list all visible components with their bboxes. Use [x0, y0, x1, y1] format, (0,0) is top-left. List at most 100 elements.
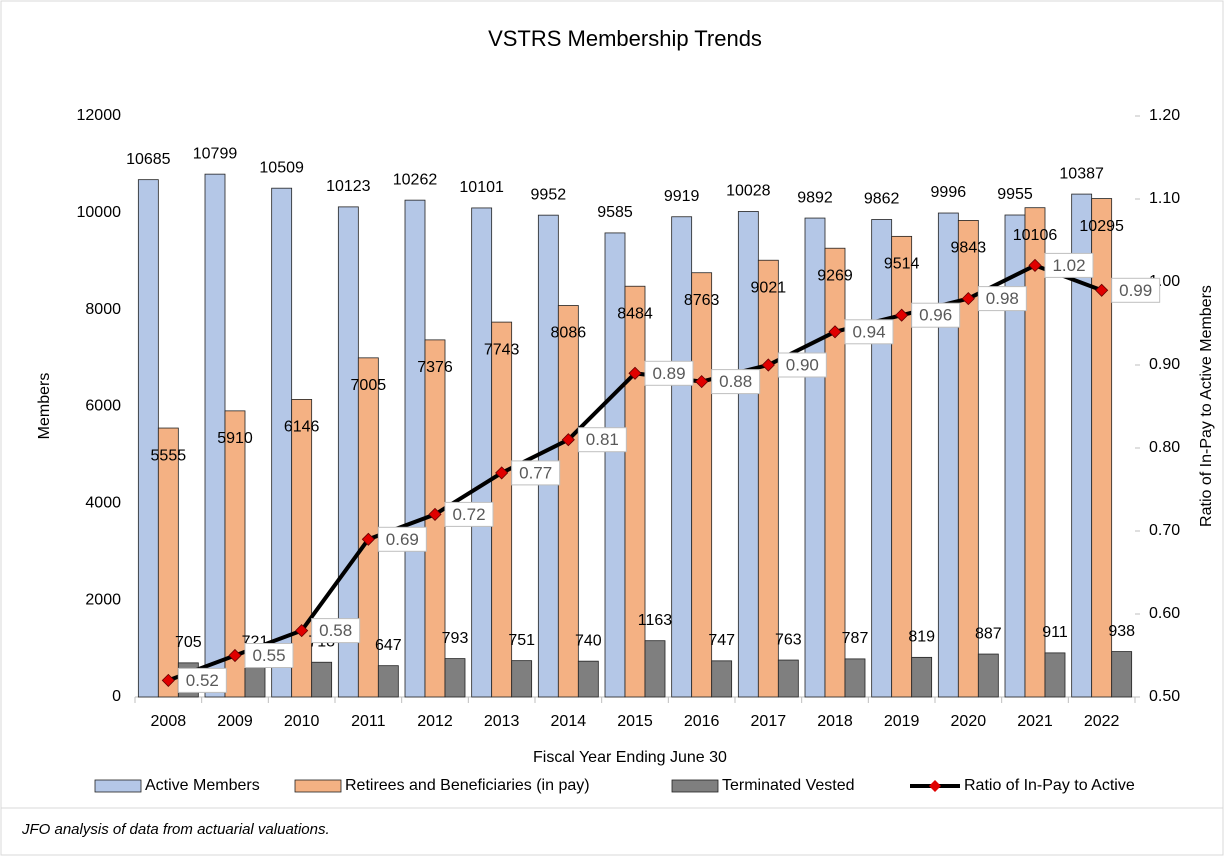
x-tick-label: 2010: [284, 713, 320, 730]
bar: [824, 247, 846, 698]
ratio-label: 0.96: [919, 306, 952, 325]
data-label: 9996: [931, 184, 967, 201]
y2-tick-label: 1.20: [1149, 107, 1180, 124]
data-label: 9862: [864, 191, 900, 208]
ratio-label-box: [511, 460, 561, 486]
data-label: 7743: [484, 341, 520, 358]
ratio-label: 0.58: [319, 621, 352, 640]
ratio-label: 0.99: [1119, 281, 1152, 300]
bar: [757, 259, 779, 698]
data-label: 9952: [531, 186, 567, 203]
data-label: 8086: [551, 325, 587, 342]
data-label: 705: [175, 634, 202, 651]
chart-title: VSTRS Membership Trends: [488, 26, 762, 51]
data-label: 10799: [193, 145, 238, 162]
ratio-label-box: [711, 369, 761, 395]
data-label: 10123: [326, 178, 371, 195]
bar: [577, 660, 599, 698]
x-tick-label: 2009: [217, 713, 253, 730]
data-label: 10387: [1059, 165, 1104, 182]
ratio-label-box: [1044, 252, 1094, 278]
ratio-marker: [1028, 258, 1042, 272]
ratio-label-box: [911, 302, 961, 328]
footnote: JFO analysis of data from actuarial valu…: [21, 821, 330, 838]
bar: [511, 660, 533, 698]
bar: [444, 658, 466, 698]
ratio-label-box: [977, 286, 1027, 312]
ratio-marker: [1095, 283, 1109, 297]
y-tick-label: 2000: [85, 591, 121, 608]
ratio-label-box: [644, 360, 694, 386]
y-tick-label: 0: [112, 688, 121, 705]
data-label: 10028: [726, 183, 771, 200]
bar: [804, 217, 826, 698]
y-tick-label: 4000: [85, 495, 121, 512]
data-label: 6146: [284, 419, 320, 436]
data-label: 1163: [638, 612, 673, 629]
data-label: 10106: [1013, 227, 1058, 244]
y2-tick-label: 0.80: [1149, 439, 1180, 456]
x-tick-label: 2014: [551, 713, 587, 730]
bar: [624, 285, 646, 698]
ratio-label: 0.98: [986, 289, 1019, 308]
x-tick-label: 2021: [1017, 713, 1053, 730]
y-tick-label: 10000: [77, 204, 122, 221]
bar: [937, 212, 959, 698]
ratio-label: 0.81: [586, 430, 619, 449]
bar: [957, 220, 979, 698]
data-label: 751: [508, 632, 535, 649]
data-label: 7005: [351, 377, 387, 394]
x-tick-label: 2011: [351, 713, 386, 730]
ratio-label-box: [577, 427, 627, 453]
bar: [1111, 651, 1133, 698]
bar: [604, 232, 626, 698]
legend-label: Terminated Vested: [722, 777, 855, 794]
data-label: 8763: [684, 292, 720, 309]
bar: [377, 665, 399, 698]
data-label: 10262: [393, 171, 438, 188]
x-tick-label: 2017: [751, 713, 787, 730]
ratio-marker: [828, 325, 842, 339]
ratio-label: 0.90: [786, 355, 819, 374]
ratio-marker: [495, 466, 509, 480]
bar: [911, 656, 933, 698]
ratio-label: 1.02: [1052, 256, 1085, 275]
bar: [137, 179, 159, 698]
bar: [291, 399, 313, 698]
ratio-label-box: [244, 643, 294, 668]
data-label: 10101: [459, 179, 504, 196]
ratio-label-box: [311, 618, 361, 644]
ratio-label: 0.88: [719, 372, 752, 391]
ratio-label: 0.94: [852, 322, 885, 341]
ratio-label: 0.72: [452, 505, 485, 524]
ratio-marker: [295, 624, 309, 638]
bar: [1044, 652, 1066, 698]
bar: [977, 653, 999, 698]
data-label: 5910: [217, 430, 253, 447]
x-tick-label: 2016: [684, 713, 720, 730]
ratio-marker: [961, 292, 975, 306]
y-tick-label: 6000: [85, 398, 121, 415]
ratio-label: 0.77: [519, 463, 552, 482]
bar: [844, 658, 866, 698]
x-tick-label: 2019: [884, 713, 920, 730]
data-label: 740: [575, 632, 602, 649]
x-tick-label: 2013: [484, 713, 520, 730]
data-label: 9514: [884, 256, 920, 273]
ratio-marker: [228, 648, 242, 663]
bar: [1024, 207, 1046, 698]
x-tick-label: 2018: [817, 713, 853, 730]
legend-label: Retirees and Beneficiaries (in pay): [345, 777, 590, 794]
data-label: 911: [1042, 624, 1068, 641]
x-tick-label: 2012: [417, 713, 453, 730]
ratio-label-box: [377, 526, 427, 552]
ratio-marker: [361, 532, 375, 546]
y2-tick-label: 0.90: [1149, 356, 1180, 373]
data-label: 938: [1108, 623, 1135, 640]
y2-axis-title: Ratio of In-Pay to Active Members: [1198, 285, 1215, 527]
x-axis-title: Fiscal Year Ending June 30: [533, 749, 727, 766]
x-tick-label: 2020: [951, 713, 987, 730]
data-label: 9919: [664, 188, 700, 205]
bar: [1091, 198, 1113, 698]
